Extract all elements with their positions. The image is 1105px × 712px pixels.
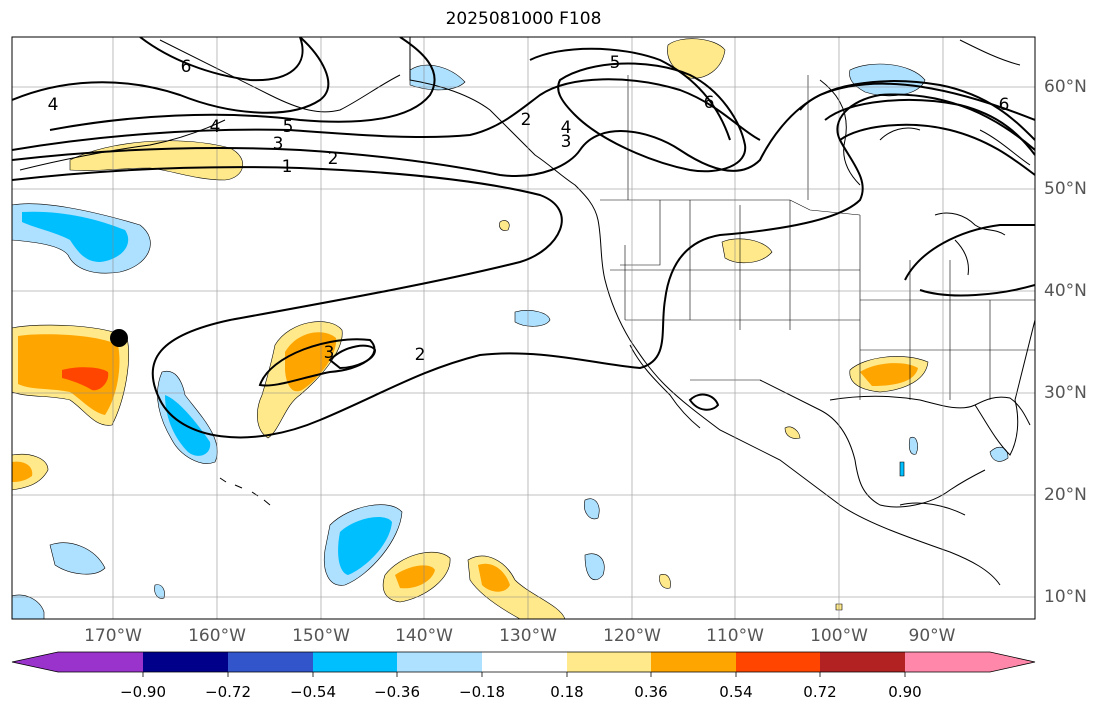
contour-label: 4 [210,117,221,137]
contour-label: 3 [561,132,572,152]
contour-label: 5 [283,117,294,137]
colorbar-tick-label: 0.90 [888,683,922,701]
contour-label: 6 [999,95,1010,115]
contour-label: 3 [324,343,335,363]
contour-label: 3 [273,134,284,154]
contour-label: 6 [181,57,192,77]
colorbar-tick-label: −0.90 [120,683,166,701]
contour-label: 4 [48,95,59,115]
colorbar-tick-label: −0.54 [290,683,336,701]
contour-lines [12,37,1035,439]
shaded-anomalies [12,38,1009,619]
map-background [12,37,1035,619]
colorbar-extend-high [990,652,1035,672]
colorbar-tick-label: 0.72 [803,683,837,701]
lon-label: 130°W [499,626,557,646]
lat-label: 20°N [1044,485,1087,505]
colorbar-tick-label: 0.36 [634,683,668,701]
contour-label: 1 [282,157,293,177]
lat-label: 60°N [1044,77,1087,97]
lon-label: 150°W [292,626,350,646]
lon-label: 120°W [603,626,661,646]
map-title: 2025081000 F108 [445,9,602,29]
colorbar-tick-label: 0.54 [719,683,753,701]
lat-label: 30°N [1044,383,1087,403]
colorbar-tick-label: −0.18 [459,683,505,701]
location-marker-dot [110,329,128,347]
graticule [12,37,1035,619]
colorbar-tick-label: −0.36 [374,683,420,701]
contour-label: 2 [415,345,426,365]
contour-label: 2 [521,110,532,130]
contour-label: 2 [328,149,339,169]
lon-label: 100°W [810,626,868,646]
lon-label: 140°W [395,626,453,646]
colorbar-extend-low [12,652,58,672]
colorbar-tick-label: −0.72 [205,683,251,701]
lon-label: 160°W [188,626,246,646]
coastlines [19,37,1035,586]
lon-label: 110°W [706,626,764,646]
lat-label: 10°N [1044,587,1087,607]
lon-label: 170°W [84,626,142,646]
political-borders [600,75,1035,400]
colorbar [11,651,1036,677]
contour-label: 6 [704,93,715,113]
contour-label: 5 [610,53,621,73]
contour-label: 4 [561,118,572,138]
map-frame [11,36,1036,620]
contour-label-group: 6 4 5 4 3 2 1 5 6 2 4 3 6 3 2 [48,53,1010,365]
lat-label: 50°N [1044,179,1087,199]
colorbar-tick-label: 0.18 [550,683,584,701]
lat-label: 40°N [1044,281,1087,301]
lon-label: 90°W [908,626,956,646]
